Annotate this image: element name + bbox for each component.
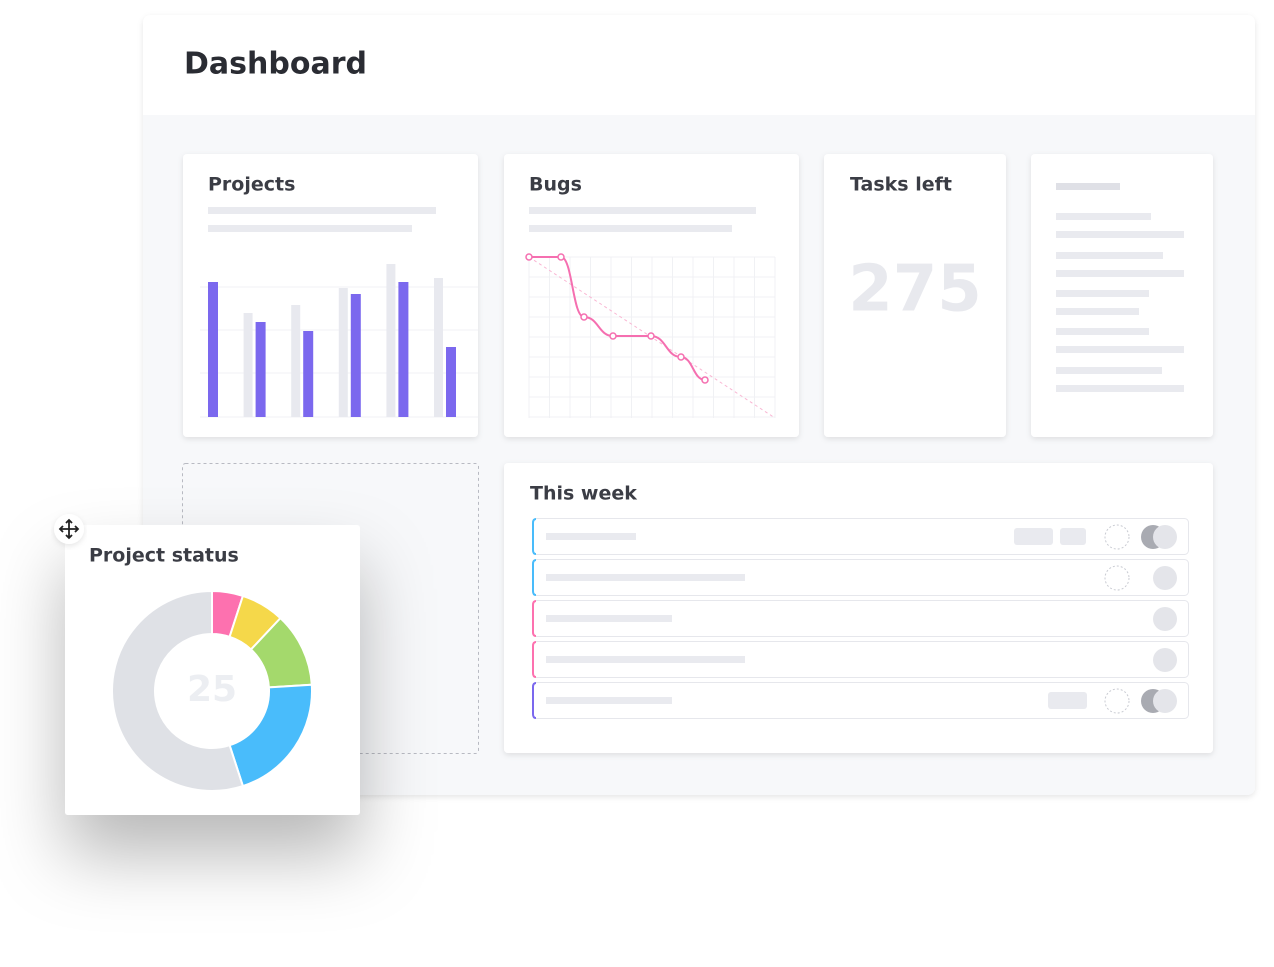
placeholder	[546, 533, 636, 540]
assignee	[1104, 524, 1130, 550]
card-title: This week	[530, 483, 637, 505]
row-accent	[532, 559, 537, 596]
card-title: Bugs	[529, 174, 582, 196]
donut	[111, 589, 313, 792]
status-dot	[1153, 607, 1177, 631]
donut-segment	[111, 589, 245, 792]
bar	[386, 264, 396, 417]
donut-center: 25	[187, 669, 237, 710]
tasks-card	[824, 154, 1006, 437]
status-dot	[1153, 566, 1177, 590]
placeholder	[546, 697, 672, 704]
assignee	[1104, 565, 1130, 591]
point	[701, 376, 709, 384]
placeholder	[546, 574, 745, 581]
panel-header	[143, 15, 1255, 115]
card-title: Tasks left	[850, 174, 952, 196]
bar	[434, 278, 443, 417]
text-lines	[1056, 183, 1184, 392]
assignee	[1104, 688, 1130, 714]
placeholder	[529, 225, 732, 232]
row-accent	[532, 641, 537, 678]
placeholder	[529, 207, 756, 214]
move-icon	[58, 518, 80, 540]
tag	[1014, 528, 1053, 545]
task-rows	[532, 518, 1189, 719]
card-title: Projects	[208, 174, 295, 196]
bar	[243, 313, 253, 417]
status-dot	[1153, 648, 1177, 672]
point	[609, 332, 617, 340]
card-title: Project status	[89, 545, 239, 567]
row-accent	[532, 600, 537, 637]
bar	[255, 322, 266, 417]
status-dot	[1153, 689, 1177, 713]
bar	[338, 288, 348, 417]
page-title: Dashboard	[184, 47, 367, 82]
tag	[1048, 692, 1087, 709]
placeholder	[546, 615, 672, 622]
placeholder	[546, 656, 745, 663]
projects-card	[183, 154, 478, 437]
bar	[303, 331, 314, 417]
tag	[1060, 528, 1086, 545]
row-accent	[532, 518, 537, 555]
placeholder	[208, 225, 412, 232]
tasks-count: 275	[848, 253, 982, 327]
bar	[350, 294, 361, 417]
point	[677, 353, 685, 361]
point	[580, 313, 588, 321]
point	[525, 253, 533, 261]
trend-line	[528, 256, 776, 419]
bar	[291, 305, 301, 417]
point	[647, 332, 655, 340]
row-accent	[532, 682, 537, 719]
status-dot	[1153, 525, 1177, 549]
bar	[446, 347, 456, 417]
bar	[398, 282, 409, 417]
point	[557, 253, 565, 261]
bar	[208, 282, 218, 417]
placeholder	[208, 207, 436, 214]
